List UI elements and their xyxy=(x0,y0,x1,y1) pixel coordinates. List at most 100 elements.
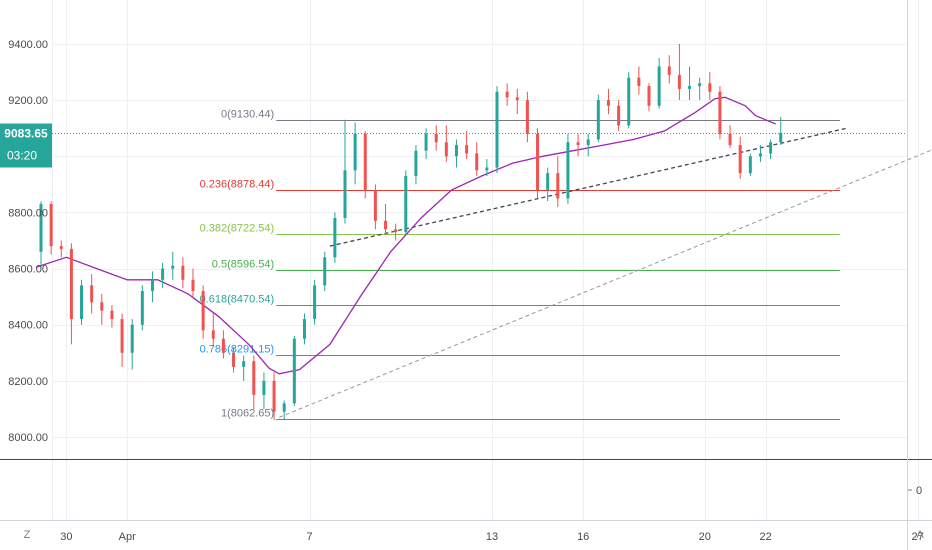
candle xyxy=(59,240,63,258)
y-tick-label: 8800.00 xyxy=(8,207,48,219)
candle-body xyxy=(748,156,752,174)
candle-body xyxy=(333,218,337,258)
candle-body xyxy=(90,285,94,303)
y-tick-label: 8400.00 xyxy=(8,320,48,332)
candle-body xyxy=(150,279,154,292)
candle-body xyxy=(434,133,438,143)
candle-body xyxy=(130,324,134,353)
candle xyxy=(688,66,692,101)
candle xyxy=(769,139,773,160)
candle xyxy=(252,355,256,409)
candle xyxy=(708,72,712,101)
x-tick-label: Apr xyxy=(119,531,136,543)
candle xyxy=(536,128,540,199)
candle xyxy=(525,91,529,143)
candle xyxy=(404,170,408,235)
candle xyxy=(161,262,165,289)
x-axis[interactable]: 30Apr7131620222729 xyxy=(60,531,932,543)
fib-level-label: 0.236(8878.44) xyxy=(200,179,275,191)
candle xyxy=(748,153,752,176)
candle-body xyxy=(313,285,317,320)
fib-level-label: 0.786(8291.15) xyxy=(200,344,275,356)
candle-body xyxy=(779,132,783,143)
candle-body xyxy=(282,403,286,412)
candle xyxy=(637,66,641,95)
candle xyxy=(211,313,215,348)
candle-body xyxy=(444,142,448,157)
candle xyxy=(323,251,327,292)
candle-body xyxy=(738,145,742,174)
candle xyxy=(272,372,276,421)
candle-body xyxy=(161,268,165,280)
trendline[interactable] xyxy=(279,118,932,418)
candle xyxy=(353,122,357,185)
fibonacci-retracement[interactable]: 0(9130.44) 0.236(8878.44) 0.382(8722.54) 0.… xyxy=(200,109,840,420)
candle-body xyxy=(191,279,195,292)
candle xyxy=(373,184,377,230)
candle-body xyxy=(363,133,367,190)
grid-lines xyxy=(52,0,919,520)
candle-body xyxy=(606,100,610,106)
candle xyxy=(738,136,742,179)
candle xyxy=(262,372,266,409)
x-tick-label: 7 xyxy=(307,531,313,543)
candle-body xyxy=(201,291,205,331)
fib-level-label: 0.618(8470.54) xyxy=(200,294,275,306)
candle-body xyxy=(49,204,53,247)
candle xyxy=(698,77,702,101)
candle-body xyxy=(495,91,499,168)
candle-body xyxy=(637,77,641,87)
x-tick-label: 27 xyxy=(911,531,923,543)
candle xyxy=(80,279,84,325)
x-tick-label: 20 xyxy=(699,531,711,543)
candle-body xyxy=(677,74,681,89)
moving-average xyxy=(35,96,776,375)
x-tick-label: 30 xyxy=(60,531,72,543)
candle xyxy=(546,167,550,202)
candle-body xyxy=(232,352,236,367)
price-countdown: 03:20 xyxy=(7,149,37,163)
bottom-pane-tick-label: 0 xyxy=(916,485,922,497)
candle xyxy=(566,133,570,205)
candle xyxy=(110,305,114,328)
candle xyxy=(282,400,286,420)
candle-body xyxy=(576,142,580,146)
candle xyxy=(677,44,681,101)
candle-body xyxy=(323,257,327,286)
fib-level-label: 1(8062.65) xyxy=(221,408,274,420)
auto-scale-button[interactable]: A xyxy=(916,529,924,541)
candle-body xyxy=(100,302,104,311)
candle xyxy=(606,88,610,115)
candle-body xyxy=(647,86,651,106)
candle xyxy=(242,355,246,381)
candle-body xyxy=(181,265,185,280)
candle xyxy=(49,201,53,255)
y-axis[interactable]: 8000.00 8200.00 8400.00 8600.00 8800.00 9200.… xyxy=(8,39,48,444)
candle-body xyxy=(384,220,388,230)
candle-body xyxy=(758,153,762,157)
candle xyxy=(586,133,590,157)
fib-level-label: 0(9130.44) xyxy=(221,109,274,121)
candle-body xyxy=(424,133,428,151)
candle xyxy=(576,133,580,157)
candle-body xyxy=(211,330,215,339)
candle xyxy=(718,86,722,140)
candle xyxy=(120,313,124,367)
y-tick-label: 9400.00 xyxy=(8,39,48,51)
zoom-toggle-button[interactable]: Z xyxy=(24,529,31,541)
candle xyxy=(627,72,631,129)
candle-body xyxy=(69,248,73,320)
candle-body xyxy=(769,142,773,154)
candle-body xyxy=(698,83,702,87)
candle-body xyxy=(59,246,63,249)
candle xyxy=(515,88,519,115)
fib-level-label: 0.5(8596.54) xyxy=(212,259,274,271)
candle xyxy=(333,212,337,263)
candle-body xyxy=(343,170,347,219)
candle-body xyxy=(221,338,225,353)
price-label: 9083.65 03:20 xyxy=(0,123,52,168)
candle xyxy=(465,131,469,160)
candle xyxy=(505,83,509,106)
